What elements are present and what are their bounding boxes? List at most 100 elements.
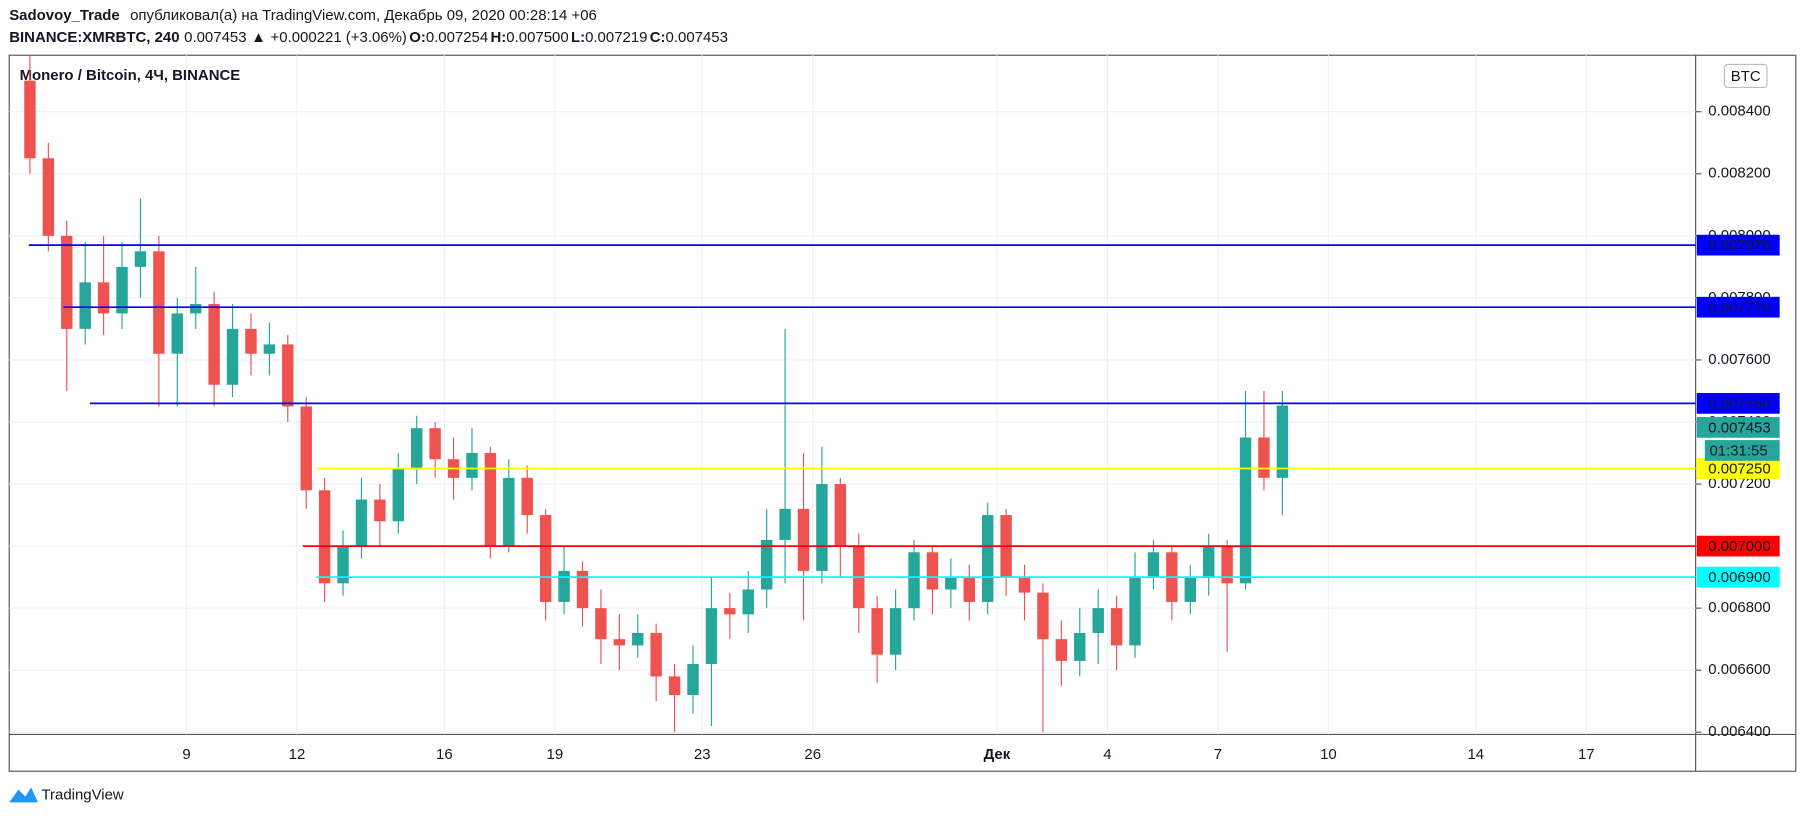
level-label-box [1696, 458, 1780, 479]
candle-body [687, 663, 699, 696]
candle-body [1018, 577, 1031, 593]
candle-body [908, 552, 920, 609]
candle-body [760, 539, 773, 590]
candle-body [484, 453, 497, 547]
x-tick-label: 12 [289, 746, 306, 763]
candle-body [521, 477, 533, 516]
candle-body [116, 266, 128, 314]
candle-body [816, 484, 828, 571]
candle-body [1221, 546, 1233, 584]
candle-body [1202, 546, 1215, 578]
symbol: BINANCE:XMRBTC, 240 [9, 29, 179, 46]
x-tick-label: 9 [182, 746, 190, 763]
candle-body [24, 80, 36, 159]
ohlc-label: H: [491, 29, 507, 46]
level-label: 0.007250 [1708, 461, 1770, 478]
symbol-line: BINANCE:XMRBTC, 240 0.007453 ▲ +0.000221 (+… [9, 29, 728, 46]
candle-body [1074, 632, 1086, 661]
ohlc-label: O: [409, 29, 426, 46]
candle-body [503, 477, 515, 547]
candle-body [263, 344, 276, 354]
last-price: 0.007453 [184, 29, 246, 46]
x-tick-label: 10 [1320, 746, 1337, 763]
candle-body [97, 282, 110, 314]
chart-frame [8, 54, 1797, 772]
candle-body [981, 515, 994, 602]
candle-body [411, 428, 423, 469]
y-tick-label: 0.006400 [1708, 723, 1770, 740]
legend-title: Monero / Bitcoin, 4Ч, BINANCE [20, 67, 241, 84]
y-tick-label: 0.006800 [1708, 599, 1770, 616]
level-label-box [1696, 296, 1780, 318]
change-arrow: ▲ [251, 29, 266, 46]
candle-body [1239, 437, 1252, 584]
candle-body [632, 632, 644, 646]
candle-body [79, 282, 91, 329]
candle-body [650, 632, 662, 677]
level-label-box [1696, 535, 1780, 557]
level-label: 0.007770 [1708, 299, 1770, 316]
candle-body [1092, 608, 1104, 633]
last-price-box [1696, 417, 1780, 438]
level-label: 0.007460 [1708, 395, 1770, 412]
candle-body [724, 608, 736, 615]
brand: TradingView [41, 786, 123, 803]
candle-body [374, 499, 386, 522]
candle-body [834, 484, 847, 547]
candle-body [300, 406, 312, 491]
y-tick-label: 0.007200 [1708, 475, 1770, 492]
author: Sadovoy_Trade [9, 7, 120, 24]
x-tick-label: 16 [436, 746, 453, 763]
candle-body [779, 508, 791, 540]
countdown: 01:31:55 [1709, 443, 1767, 460]
ohlc-value: 0.007453 [666, 29, 728, 46]
x-tick-label: 17 [1578, 746, 1595, 763]
candle-body [245, 328, 257, 354]
level-label: 0.007970 [1708, 237, 1770, 254]
candle-body [355, 499, 368, 547]
candle-body [705, 608, 718, 664]
ohlc-value: 0.007500 [506, 29, 568, 46]
ohlc-value: 0.007219 [585, 29, 647, 46]
candle-body [153, 251, 165, 354]
candle-body [1147, 552, 1160, 578]
candle-body [1276, 405, 1289, 478]
candle-body [42, 158, 55, 236]
currency-box [1723, 63, 1768, 89]
candle-body [668, 676, 681, 696]
candle-body [189, 304, 202, 314]
candle-body [337, 546, 349, 584]
candle-body [429, 428, 441, 460]
y-tick-label: 0.006600 [1708, 661, 1770, 678]
candle-body [171, 313, 183, 354]
candle-body [392, 468, 405, 522]
candle-body [61, 235, 73, 329]
x-tick-label: 19 [547, 746, 564, 763]
candle-body [1055, 639, 1068, 661]
candle-body [1129, 577, 1141, 646]
x-tick-label: 7 [1214, 746, 1222, 763]
x-tick-label: Дек [984, 746, 1011, 763]
candle-body [1037, 592, 1049, 640]
ohlc-label: L: [571, 29, 585, 46]
ohlc-value: 0.007254 [426, 29, 488, 46]
x-tick-label: 23 [694, 746, 711, 763]
candle-body [576, 570, 589, 609]
candle-body [134, 251, 147, 267]
candle-body [539, 515, 552, 602]
level-label-box [1696, 234, 1780, 256]
level-label-box [1696, 393, 1780, 414]
level-label-box [1696, 566, 1780, 588]
candle-body [926, 552, 939, 590]
x-tick-label: 4 [1103, 746, 1111, 763]
last-price-label: 0.007453 [1708, 420, 1770, 437]
y-tick-label: 0.008400 [1708, 103, 1770, 120]
candle-body [318, 490, 331, 584]
candle-body [226, 328, 239, 385]
candle-body [282, 344, 294, 407]
level-label: 0.006900 [1708, 569, 1770, 586]
x-tick-label: 14 [1467, 746, 1484, 763]
candle-body [742, 589, 754, 615]
